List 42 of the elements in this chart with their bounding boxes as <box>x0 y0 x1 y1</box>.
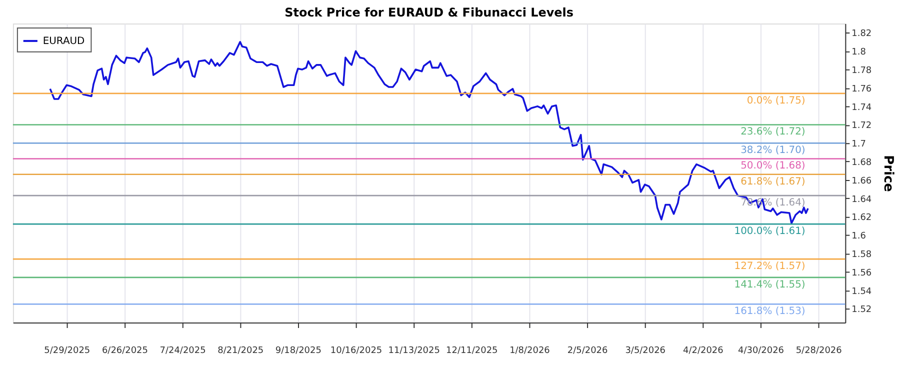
ref-line-label: 50.0% (1.68) <box>740 160 806 172</box>
y-tick-label: 1.58 <box>852 250 872 260</box>
x-tick-label: 10/16/2025 <box>330 346 382 356</box>
y-tick-label: 1.8 <box>852 48 866 58</box>
x-tick-label: 11/13/2025 <box>388 346 440 356</box>
x-tick-label: 1/8/2026 <box>510 346 550 356</box>
y-tick-label: 1.62 <box>852 213 872 224</box>
y-axis-title: Price <box>880 155 896 192</box>
x-tick-label: 5/28/2026 <box>796 346 842 356</box>
ref-line-label: 38.2% (1.70) <box>740 145 806 156</box>
x-tick-label: 9/18/2025 <box>275 346 322 356</box>
y-tick-label: 1.7 <box>852 140 866 150</box>
ref-line-label: 141.4% (1.55) <box>734 279 806 290</box>
x-tick-label: 5/29/2025 <box>44 346 90 356</box>
chart-title: Stock Price for EURAUD & Fibunacci Levels <box>284 6 574 20</box>
y-tick-label: 1.54 <box>852 286 872 297</box>
x-tick-label: 6/26/2025 <box>102 346 148 356</box>
y-tick-label: 1.6 <box>852 232 866 242</box>
y-tick-label: 1.78 <box>852 66 872 76</box>
y-tick-label: 1.52 <box>852 305 872 316</box>
y-tick-label: 1.76 <box>852 84 872 94</box>
ref-line-label: 0.0% (1.75) <box>746 95 806 106</box>
y-tick-label: 1.64 <box>852 194 872 205</box>
y-tick-label: 1.72 <box>852 121 872 132</box>
y-tick-label: 1.82 <box>852 29 872 40</box>
ref-line-label: 127.2% (1.57) <box>734 261 806 272</box>
ref-line-label: 161.8% (1.53) <box>734 306 806 318</box>
y-tick-label: 1.66 <box>852 176 872 186</box>
y-tick-label: 1.74 <box>852 102 872 113</box>
x-tick-label: 12/11/2025 <box>446 346 498 356</box>
x-tick-label: 8/21/2025 <box>218 346 264 356</box>
legend-label: EURAUD <box>42 36 86 47</box>
x-tick-label: 2/5/2026 <box>567 346 608 356</box>
y-tick-label: 1.68 <box>852 158 872 168</box>
y-tick-label: 1.56 <box>852 268 872 278</box>
x-tick-label: 3/5/2026 <box>625 346 666 356</box>
x-tick-label: 7/24/2025 <box>160 346 206 356</box>
x-tick-label: 4/2/2026 <box>683 346 724 356</box>
x-tick-label: 4/30/2026 <box>738 346 784 356</box>
ref-line-label: 23.6% (1.72) <box>740 126 806 138</box>
ref-line-label: 61.8% (1.67) <box>740 176 806 188</box>
ref-line-label: 100.0% (1.61) <box>734 226 806 238</box>
